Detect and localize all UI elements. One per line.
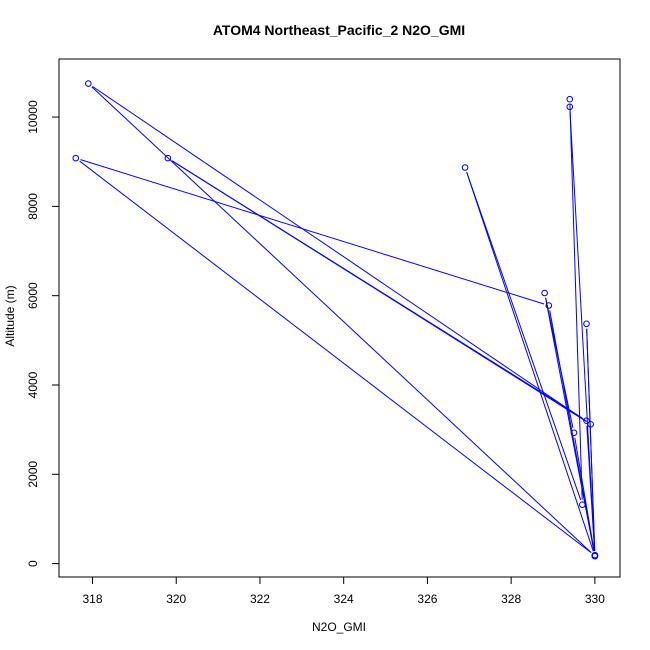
- data-point: [164, 154, 172, 162]
- series-line-segment: [79, 160, 592, 553]
- series-line-segment: [569, 111, 596, 552]
- series-line-segment: [466, 172, 594, 552]
- data-point: [583, 320, 590, 328]
- x-tick-label: 324: [334, 592, 354, 606]
- y-tick-label: 4000: [26, 371, 40, 398]
- series-line-segment: [80, 159, 545, 305]
- x-axis-label: N2O_GMI: [312, 620, 366, 634]
- series-line-segment: [545, 297, 574, 428]
- data-points: [72, 80, 599, 560]
- y-axis: 0 2000 4000 6000 8000 10000: [26, 100, 60, 567]
- series-line-segment: [586, 328, 596, 551]
- series-line-segment: [91, 86, 592, 553]
- series-line-segment: [92, 85, 587, 422]
- x-tick-label: 326: [417, 592, 437, 606]
- data-point: [579, 501, 586, 508]
- x-tick-label: 318: [82, 592, 102, 606]
- series-line-segment: [569, 104, 583, 500]
- x-tick-label: 322: [250, 592, 270, 606]
- data-point: [461, 164, 469, 171]
- series-line-segment: [545, 297, 595, 552]
- data-point: [566, 95, 574, 103]
- y-tick-label: 8000: [26, 193, 40, 220]
- x-tick-label: 330: [585, 592, 605, 606]
- data-point: [541, 289, 548, 297]
- series-line-segment: [171, 160, 583, 419]
- data-point: [587, 420, 594, 428]
- data-point: [545, 302, 553, 309]
- data-point: [583, 417, 590, 425]
- x-tick-label: 328: [501, 592, 521, 606]
- series-line-segment: [574, 437, 595, 551]
- x-tick-label: 320: [166, 592, 186, 606]
- x-axis: 318 320 322 324 326 328 330: [82, 576, 605, 606]
- data-point: [85, 80, 92, 87]
- chart-title: ATOM4 Northeast_Pacific_2 N2O_GMI: [213, 22, 465, 38]
- data-point: [566, 103, 574, 111]
- y-tick-label: 2000: [26, 461, 40, 488]
- data-point: [591, 551, 599, 559]
- y-tick-label: 10000: [26, 100, 40, 134]
- data-lines: [79, 85, 596, 553]
- series-line-segment: [466, 172, 582, 501]
- y-tick-label: 0: [26, 560, 40, 567]
- data-point: [72, 154, 80, 162]
- data-point: [570, 429, 578, 437]
- y-tick-label: 6000: [26, 282, 40, 309]
- y-axis-label: Altitude (m): [3, 285, 17, 346]
